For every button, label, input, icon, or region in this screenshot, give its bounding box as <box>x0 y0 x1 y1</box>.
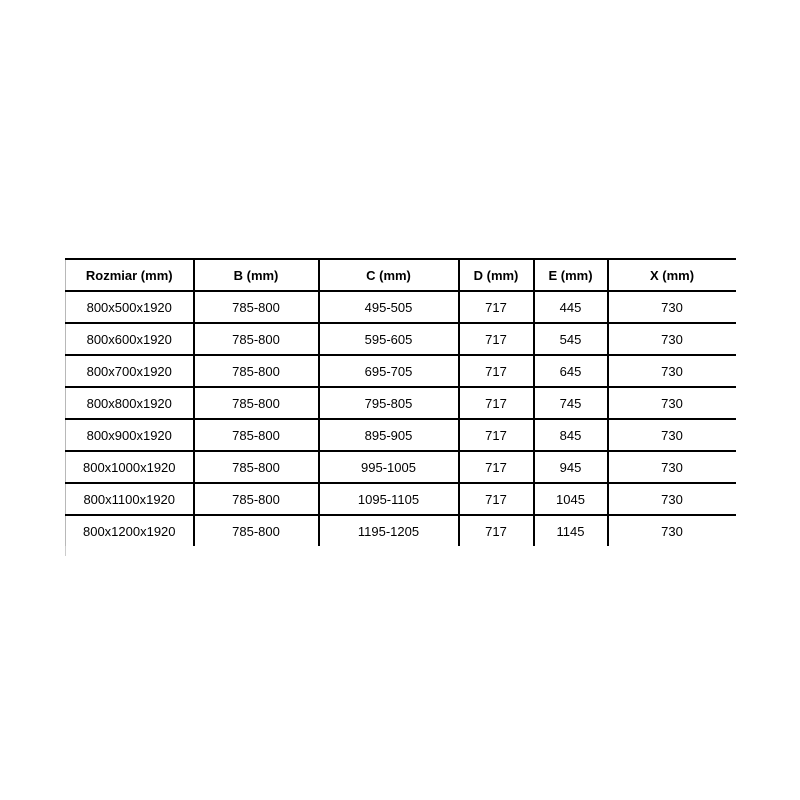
table-cell: 717 <box>458 483 535 516</box>
table-row: 800x600x1920 785-800 595-605 717 545 730 <box>65 323 736 356</box>
table-cell: 730 <box>607 355 736 388</box>
table-cell: 800x1000x1920 <box>65 451 195 484</box>
table-cell: 1045 <box>533 483 609 516</box>
table-cell: 645 <box>533 355 609 388</box>
table-body: 800x500x1920 785-800 495-505 717 445 730 800x6… <box>65 291 736 546</box>
table-row: 800x900x1920 785-800 895-905 717 845 730 <box>65 419 736 452</box>
table-row: 800x1100x1920 785-800 1095-1105 717 1045 730 <box>65 483 736 516</box>
table-cell: 795-805 <box>318 387 460 420</box>
table-cell: 1145 <box>533 515 609 546</box>
table-cell: 845 <box>533 419 609 452</box>
table-cell: 800x900x1920 <box>65 419 195 452</box>
table-cell: 995-1005 <box>318 451 460 484</box>
header-cell: C (mm) <box>318 259 460 292</box>
table-cell: 785-800 <box>193 355 320 388</box>
table-cell: 545 <box>533 323 609 356</box>
table-cell: 495-505 <box>318 291 460 324</box>
table-cell: 717 <box>458 355 535 388</box>
table-cell: 800x800x1920 <box>65 387 195 420</box>
table-cell: 1195-1205 <box>318 515 460 546</box>
table-cell: 785-800 <box>193 515 320 546</box>
table-row: 800x1200x1920 785-800 1195-1205 717 1145 730 <box>65 515 736 546</box>
table-left-border-artifact <box>65 546 66 556</box>
table-cell: 730 <box>607 323 736 356</box>
table-cell: 800x1100x1920 <box>65 483 195 516</box>
table-cell: 1095-1105 <box>318 483 460 516</box>
table-cell: 717 <box>458 291 535 324</box>
table-row: 800x700x1920 785-800 695-705 717 645 730 <box>65 355 736 388</box>
table-cell: 730 <box>607 451 736 484</box>
table-cell: 800x1200x1920 <box>65 515 195 546</box>
table-cell: 730 <box>607 387 736 420</box>
table-cell: 717 <box>458 387 535 420</box>
table-cell: 895-905 <box>318 419 460 452</box>
table-cell: 785-800 <box>193 419 320 452</box>
table-cell: 730 <box>607 419 736 452</box>
table-cell: 730 <box>607 291 736 324</box>
table-cell: 785-800 <box>193 387 320 420</box>
table-cell: 717 <box>458 419 535 452</box>
header-cell: B (mm) <box>193 259 320 292</box>
table-cell: 800x500x1920 <box>65 291 195 324</box>
table-cell: 717 <box>458 515 535 546</box>
table-row: 800x1000x1920 785-800 995-1005 717 945 730 <box>65 451 736 484</box>
table-cell: 800x700x1920 <box>65 355 195 388</box>
table-cell: 785-800 <box>193 291 320 324</box>
header-cell: Rozmiar (mm) <box>65 259 195 292</box>
table-cell: 595-605 <box>318 323 460 356</box>
spec-table-container: Rozmiar (mm) B (mm) C (mm) D (mm) E (mm) X (m… <box>65 258 736 546</box>
table-cell: 785-800 <box>193 323 320 356</box>
table-cell: 745 <box>533 387 609 420</box>
header-cell: D (mm) <box>458 259 535 292</box>
table-cell: 717 <box>458 323 535 356</box>
table-cell: 695-705 <box>318 355 460 388</box>
table-row: 800x500x1920 785-800 495-505 717 445 730 <box>65 291 736 324</box>
table-row: 800x800x1920 785-800 795-805 717 745 730 <box>65 387 736 420</box>
table-cell: 730 <box>661 523 683 539</box>
table-cell: 785-800 <box>193 483 320 516</box>
table-cell: 445 <box>533 291 609 324</box>
table-cell: 945 <box>533 451 609 484</box>
table-cell: 730 <box>607 483 736 516</box>
size-spec-table: Rozmiar (mm) B (mm) C (mm) D (mm) E (mm) X (m… <box>65 258 736 546</box>
table-cell: 800x600x1920 <box>65 323 195 356</box>
table-cell: 717 <box>458 451 535 484</box>
table-header-row: Rozmiar (mm) B (mm) C (mm) D (mm) E (mm) X (m… <box>65 259 736 292</box>
header-cell: X (mm) <box>607 259 736 292</box>
header-row: Rozmiar (mm) B (mm) C (mm) D (mm) E (mm) X (m… <box>65 259 736 292</box>
table-cell: 785-800 <box>193 451 320 484</box>
header-cell: E (mm) <box>533 259 609 292</box>
